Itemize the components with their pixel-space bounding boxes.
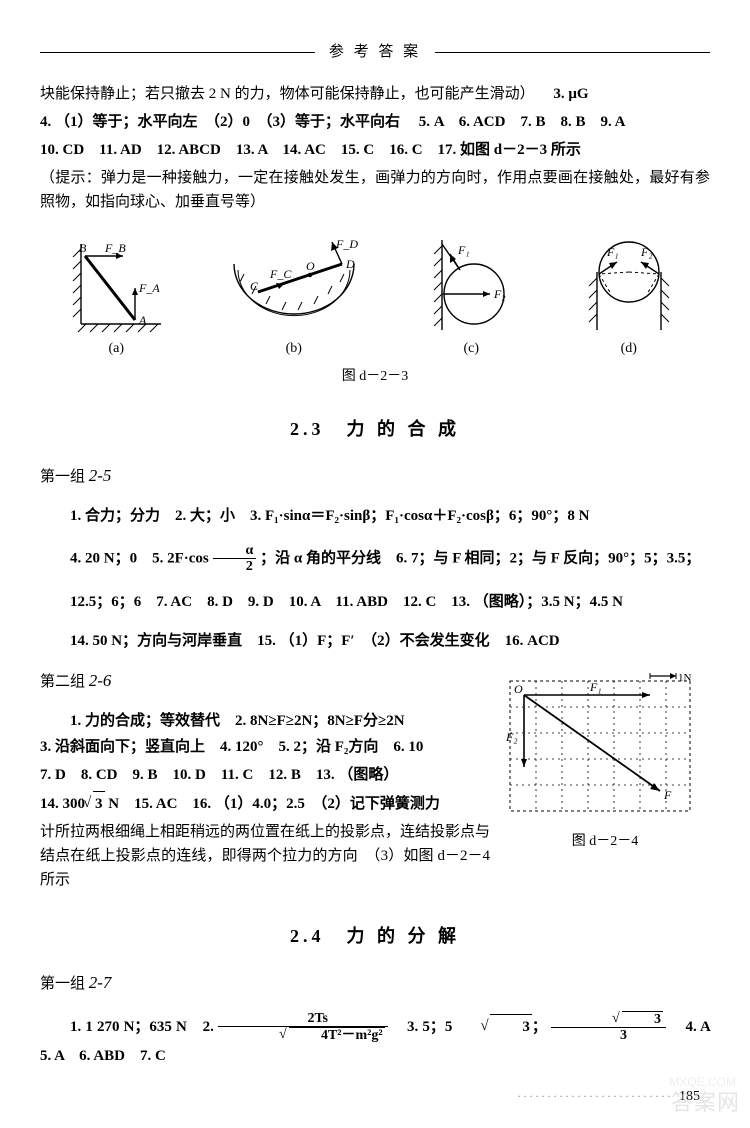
top-line2: 4. （1）等于；水平向左 （2）0 （3）等于；水平向右 5. A 6. AC… [40,110,710,134]
lbl-FD: F_D [335,237,358,251]
t: ；沿 α 角的平分线 6. 7；与 F 相同；2；与 F 反向；90°；5；3.… [260,550,700,566]
fig-c-label: (c) [416,338,526,360]
fig-caption: 图 d－2－3 [40,366,710,388]
rad: 4T²－m²g² [289,1027,385,1043]
den: 4T²－m²g² [218,1027,388,1043]
frac-2Ts: 2Ts 4T²－m²g² [218,1011,388,1044]
section-23-title: 2.3 力 的 合 成 [40,415,710,444]
lbl-B: B [79,241,87,255]
g1-code: 2-7 [89,973,112,992]
fig-d24-caption: 图 d－2－4 [500,831,710,853]
text: 块能保持静止；若只撤去 2 N 的力，物体可能保持静止，也可能产生滑动） [40,86,535,102]
fig-d24: O F₁ F₂ F 1N 图 d－2－4 [500,671,710,853]
group-24-1: 第一组 2-7 [40,969,710,996]
lbl-F1: F₁ [606,245,619,259]
fig-b: C D O F_C F_D (b) [214,234,374,360]
t: 3. 5；5 [392,1019,453,1035]
g1-code: 2-5 [89,466,112,485]
dotline [517,1089,679,1104]
lbl-FA: F_A [138,281,160,295]
header-rule: 参 考 答 案 [40,40,710,64]
page-number: 185 [40,1086,710,1108]
fig-c: F₁ F₂ (c) [416,234,526,360]
q3: 3. μG [553,86,588,102]
sqrt: 4T²－m²g² [251,1027,385,1043]
fig-d-svg: F₁ F₂ [569,234,689,334]
t: N 15. AC 16. （1）4.0；2.5 （2）记下弹簧测力 [105,796,440,812]
lbl-FB: F_B [104,241,126,255]
fig-d-label: (d) [569,338,689,360]
rule-right [435,52,710,53]
rule-left [40,52,315,53]
group-23-1: 第一组 2-5 [40,462,710,489]
s23g1-l4: 14. 50 N；方向与河岸垂直 15. （1）F；F′ （2）不会发生变化 1… [40,629,710,653]
fig-b-svg: C D O F_C F_D [214,234,374,334]
num: α [213,543,257,559]
t: 5. A 6. ACD 7. B 8. B 9. A [419,114,626,130]
top-line1: 块能保持静止；若只撤去 2 N 的力，物体可能保持静止，也可能产生滑动） 3. … [40,82,710,106]
t: 14. 300 [40,796,85,812]
num: 3 [551,1011,666,1028]
top-line4: （提示：弹力是一种接触力，一定在接触处发生，画弹力的方向时，作用点要画在接触处，… [40,166,710,214]
F2: F₂ [505,730,518,744]
fig-c-svg: F₁ F₂ [416,234,526,334]
g1-label: 第一组 [40,976,85,992]
lbl-D: D [345,257,355,271]
lbl-F2: F₂ [640,245,653,259]
lbl-C: C [250,279,259,293]
num: 2Ts [218,1011,388,1027]
s23g1-l3: 12.5；6；6 7. AC 8. D 9. D 10. A 11. ABD 1… [40,590,710,614]
lbl-A: A [138,313,147,327]
top-line3: 10. CD 11. AD 12. ABCD 13. A 14. AC 15. … [40,138,710,162]
t: 4. 20 N；0 5. 2F·cos [70,550,209,566]
lbl-F2: F₂ [493,287,506,301]
den: 3 [551,1028,666,1043]
s23g1-l2: 4. 20 N；0 5. 2F·cos α 2 ；沿 α 角的平分线 6. 7；… [40,543,710,575]
t: 1. 1 270 N；635 N 2. [70,1019,218,1035]
frac-alpha-2: α 2 [213,543,257,575]
sqrt3b: 3 [452,1014,532,1039]
lbl-F1: F₁ [457,243,470,257]
fig-b-label: (b) [214,338,374,360]
F: F [663,788,672,802]
unit: 1N [678,672,692,684]
fig-d24-svg: O F₁ F₂ F 1N [500,671,700,831]
frac-sqrt3-3: 3 3 [551,1011,666,1044]
fig-a: B A F_B F_A (a) [61,234,171,360]
section-24-title: 2.4 力 的 分 解 [40,922,710,951]
fig-a-label: (a) [61,338,171,360]
g1-label: 第一组 [40,469,85,485]
figure-row: B A F_B F_A (a) [40,234,710,360]
s24g1-l1: 1. 1 270 N；635 N 2. 2Ts 4T²－m²g² 3. 5；53… [40,1011,710,1068]
sqrt3: 3 [85,791,105,816]
t: 4. （1）等于；水平向左 （2）0 （3）等于；水平向右 [40,114,400,130]
g2-label: 第二组 [40,674,85,690]
watermark-url: MXQE.COM [669,1073,736,1092]
fig-a-svg: B A F_B F_A [61,234,171,334]
s23g1-l1: 1. 合力；分力 2. 大；小 3. F₁·sinα＝F₂·sinβ；F₁·co… [40,504,710,528]
g2-code: 2-6 [89,671,112,690]
lbl-FC: F_C [269,267,292,281]
sqrt: 3 [584,1011,663,1027]
den: 2 [213,559,257,574]
lbl-O: O [306,259,315,273]
F1: F₁ [589,680,602,694]
O: O [514,682,523,696]
t: ； [532,1019,547,1035]
header-title: 参 考 答 案 [315,40,435,64]
fig-d: F₁ F₂ (d) [569,234,689,360]
